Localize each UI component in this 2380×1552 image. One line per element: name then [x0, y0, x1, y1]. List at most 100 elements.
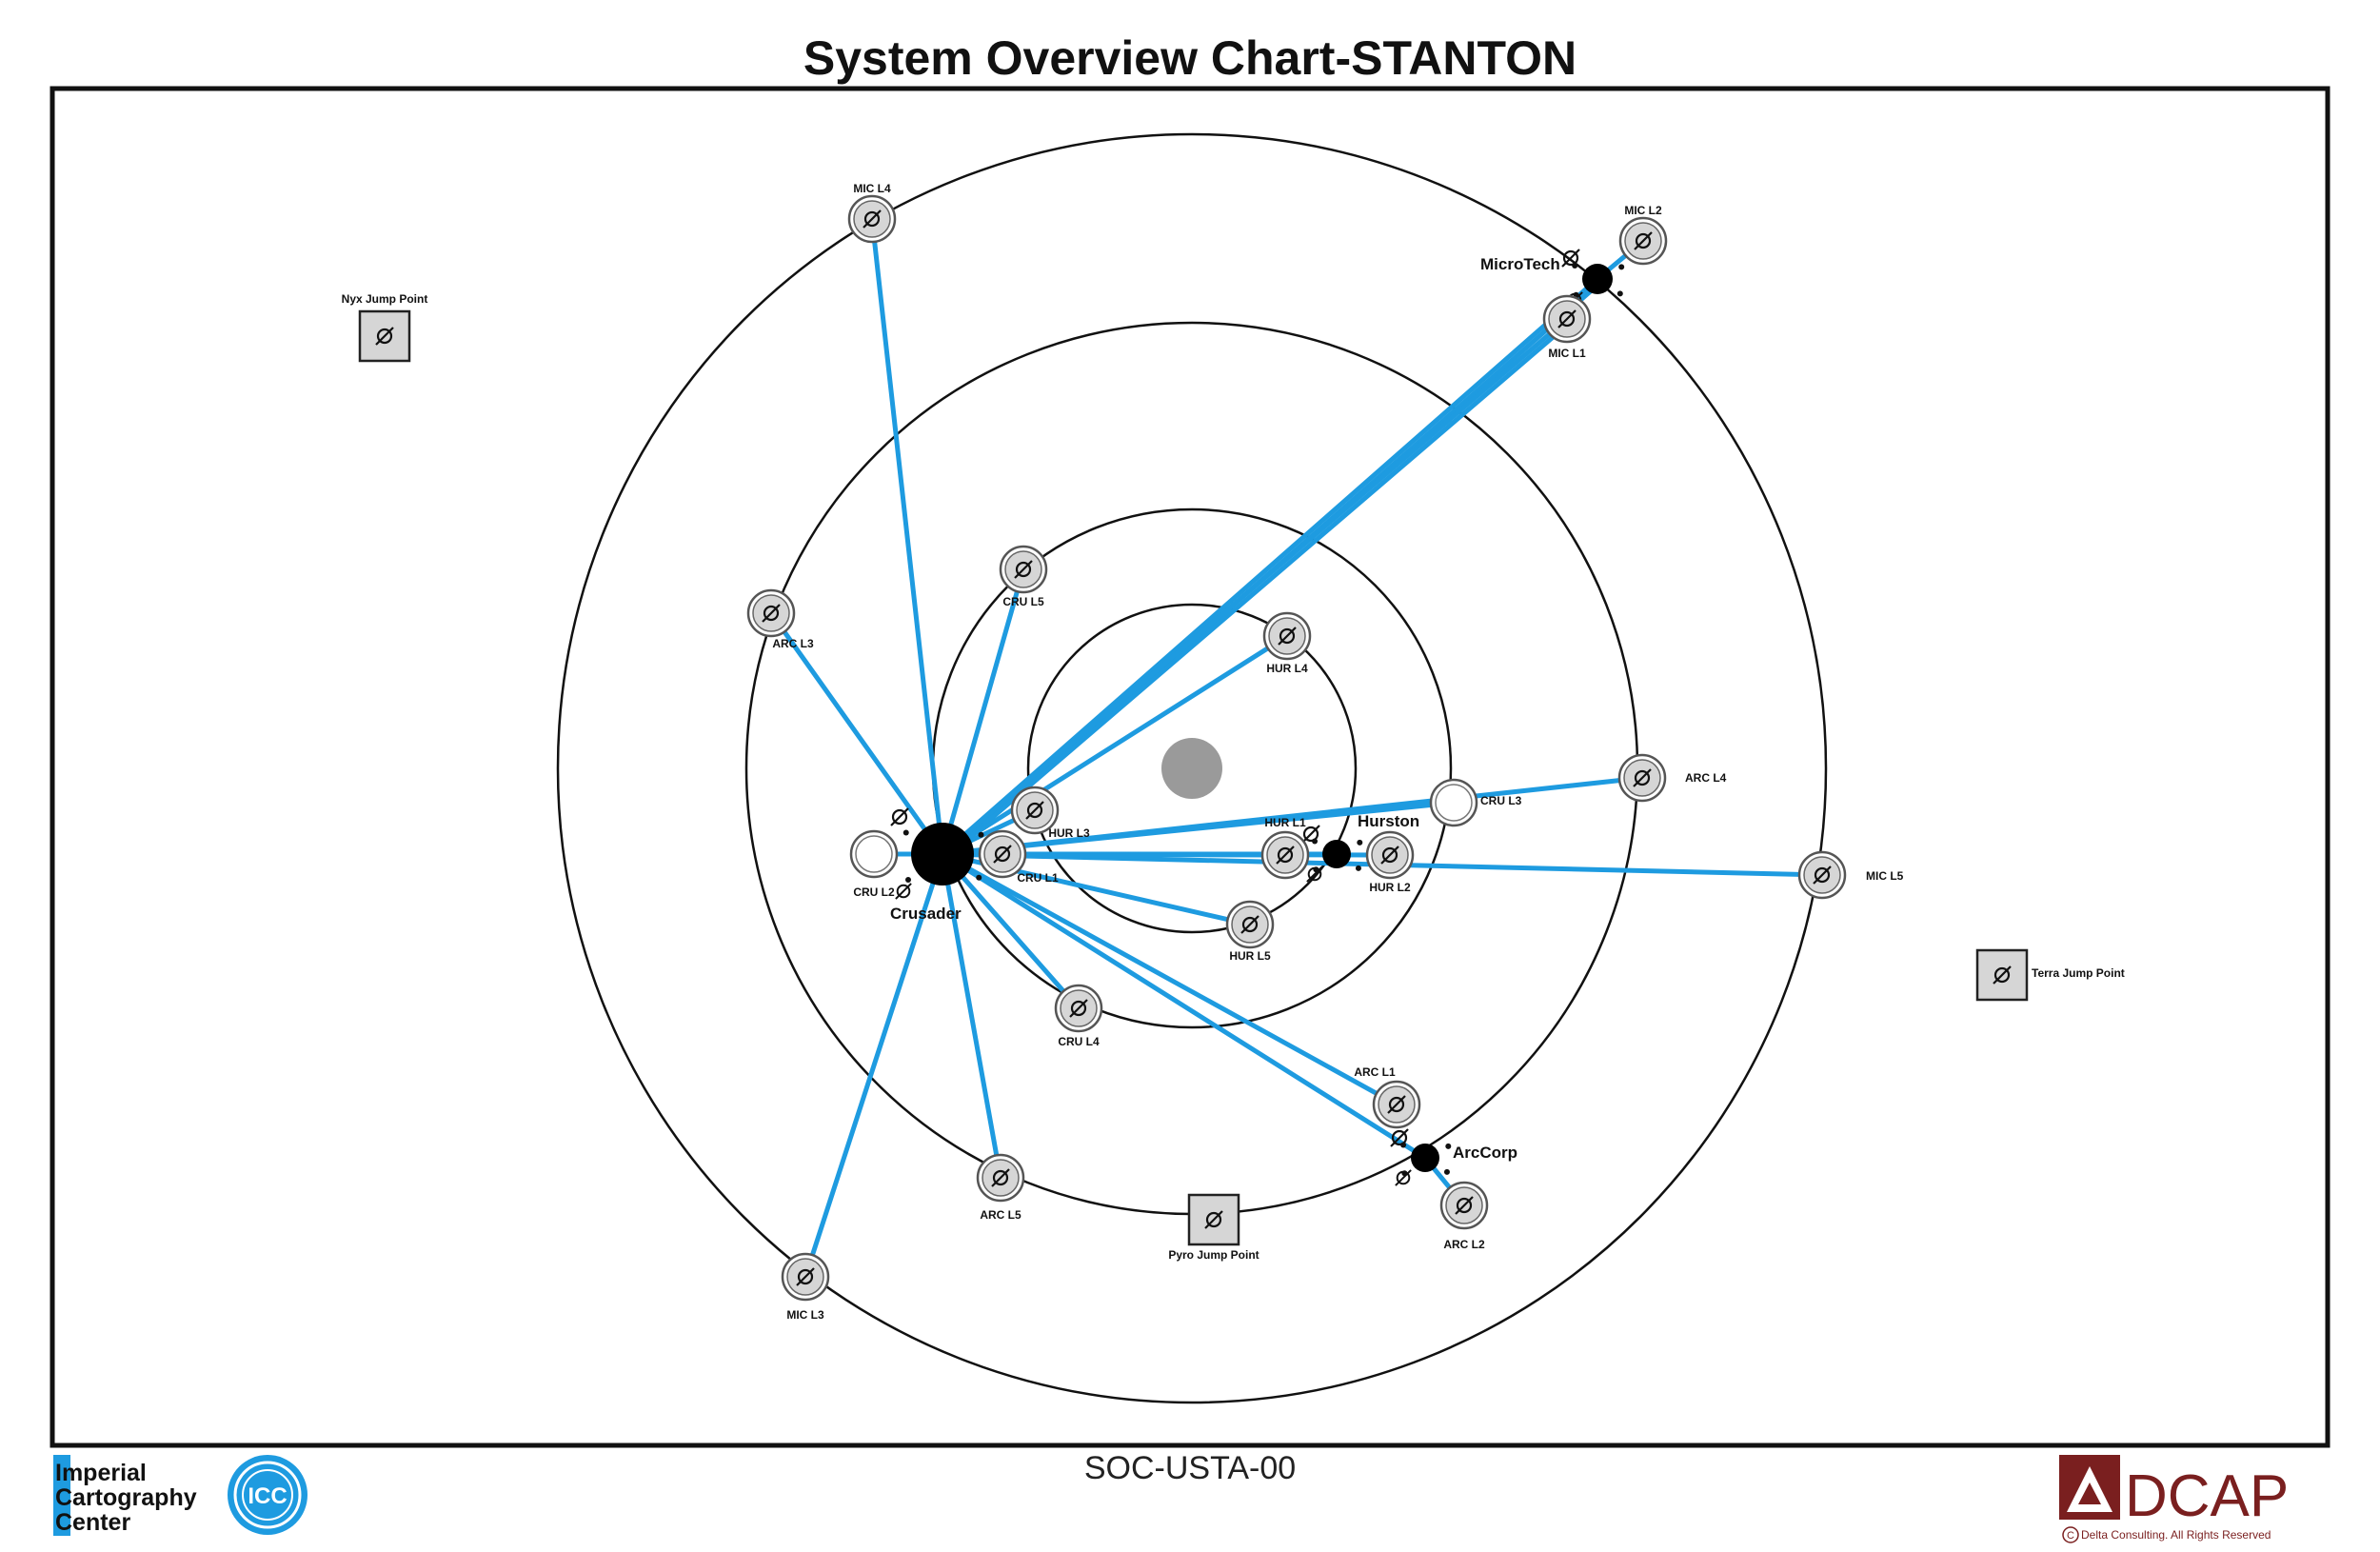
lagrange-label-hur-l3: HUR L3 [1048, 826, 1090, 840]
jump-label-terra: Terra Jump Point [2032, 966, 2125, 980]
lagrange-hur-l2[interactable]: HUR L2 [1365, 830, 1415, 894]
station-icon [1390, 1128, 1409, 1147]
jump-point-icon [375, 327, 394, 346]
station-icon [1306, 866, 1323, 883]
crusader-disc [911, 823, 974, 885]
quantum-beacon-icon [1387, 1095, 1406, 1114]
jump-label-pyro: Pyro Jump Point [1168, 1248, 1259, 1262]
arccorp-disc [1411, 1144, 1439, 1172]
route-crusader-arc-l3 [768, 610, 945, 857]
lagrange-label-cru-l1: CRU L1 [1017, 871, 1059, 885]
quantum-beacon-icon [1455, 1196, 1474, 1215]
lagrange-hur-l4[interactable]: HUR L4 [1262, 611, 1312, 675]
lagrange-arc-l1[interactable]: ARC L1 [1354, 1065, 1421, 1129]
icc-bar [53, 1455, 70, 1536]
dcap-logo: DCAP C Delta Consulting. All Rights Rese… [2059, 1455, 2289, 1543]
icc-line-3: Center [55, 1509, 130, 1536]
dcap-wordmark: DCAP [2125, 1463, 2289, 1529]
station-dot [1443, 1168, 1450, 1175]
route-crusader-arc-l5 [940, 851, 1003, 1181]
route-crusader-hur-l4 [940, 633, 1290, 857]
jump-point-pyro[interactable]: Pyro Jump Point [1168, 1193, 1259, 1262]
copyright-text: Delta Consulting. All Rights Reserved [2081, 1528, 2271, 1542]
lagrange-arc-l3[interactable]: ARC L3 [746, 588, 814, 650]
quantum-beacon-icon [796, 1267, 815, 1286]
hurston-disc [1322, 840, 1351, 868]
quantum-beacon-icon [993, 845, 1012, 864]
lagrange-label-hur-l4: HUR L4 [1266, 662, 1308, 675]
planets: Crusader Hurston ArcCorp MicroTech [890, 249, 1625, 1186]
planet-label-arccorp: ArcCorp [1453, 1144, 1517, 1162]
icc-line-2: Cartography [55, 1484, 197, 1511]
lagrange-mic-l1[interactable]: MIC L1 [1542, 294, 1592, 360]
station-icon [890, 807, 909, 826]
station-icon [1395, 1169, 1412, 1186]
lagrange-mic-l4[interactable]: MIC L4 [847, 182, 897, 244]
lagrange-hur-l5[interactable]: HUR L5 [1225, 900, 1275, 963]
station-dot [905, 877, 911, 883]
jump-label-nyx: Nyx Jump Point [342, 292, 428, 306]
lagrange-cru-l4[interactable]: CRU L4 [1054, 984, 1103, 1048]
quantum-beacon-icon [1634, 231, 1653, 250]
route-crusader-cru-l3 [940, 800, 1457, 857]
planet-crusader[interactable]: Crusader [890, 807, 984, 923]
route-lines [768, 216, 1825, 1280]
planet-label-hurston: Hurston [1358, 812, 1419, 830]
station-dot [976, 874, 982, 881]
lagrange-label-hur-l1: HUR L1 [1264, 816, 1306, 829]
lagrange-arc-l2[interactable]: ARC L2 [1439, 1181, 1489, 1251]
lagrange-label-mic-l3: MIC L3 [786, 1308, 824, 1322]
jump-point-icon [1204, 1210, 1223, 1229]
planet-label-crusader: Crusader [890, 905, 962, 923]
lagrange-mic-l2[interactable]: MIC L2 [1618, 204, 1668, 266]
icc-logo: Imperial Cartography Center ICC [53, 1455, 307, 1536]
lagrange-label-arc-l5: ARC L5 [980, 1208, 1021, 1222]
quantum-beacon-icon [762, 604, 781, 623]
jump-point-terra[interactable]: Terra Jump Point [1975, 948, 2125, 1002]
route-crusader-mic-l3 [803, 851, 945, 1280]
planet-microtech[interactable]: MicroTech [1480, 249, 1625, 308]
lagrange-cru-l3[interactable]: CRU L3 [1429, 778, 1522, 827]
lagrange-label-cru-l3: CRU L3 [1480, 794, 1522, 807]
lagrange-mic-l5[interactable]: MIC L5 [1797, 850, 1904, 900]
lagrange-label-cru-l4: CRU L4 [1058, 1035, 1100, 1048]
chart-title: System Overview Chart-STANTON [803, 31, 1577, 85]
jump-point-nyx[interactable]: Nyx Jump Point [342, 292, 428, 363]
route-crusader-cru-l5 [940, 567, 1026, 857]
lagrange-arc-l5[interactable]: ARC L5 [976, 1153, 1025, 1222]
route-crusader-mic-l4 [869, 216, 945, 857]
lagrange-cru-l5[interactable]: CRU L5 [999, 545, 1048, 608]
lagrange-label-cru-l2: CRU L2 [853, 885, 895, 899]
lagrange-label-arc-l2: ARC L2 [1443, 1238, 1485, 1251]
lagrange-mic-l3[interactable]: MIC L3 [781, 1252, 830, 1322]
lagrange-arc-l4[interactable]: ARC L4 [1617, 753, 1727, 803]
lagrange-label-mic-l2: MIC L2 [1624, 204, 1662, 217]
station-dot [1616, 290, 1623, 297]
lagrange-hur-l3[interactable]: HUR L3 [1010, 786, 1090, 840]
quantum-beacon-icon [1276, 846, 1295, 865]
lagrange-cru-l2[interactable]: CRU L2 [849, 829, 899, 899]
station-dot [1357, 839, 1363, 846]
quantum-beacon-icon [1025, 801, 1044, 820]
icc-seal-text: ICC [248, 1483, 287, 1509]
stanton-star [1161, 738, 1222, 799]
station-icon [895, 883, 912, 900]
planet-hurston[interactable]: Hurston [1301, 812, 1419, 883]
station-dot [902, 829, 909, 836]
planet-arccorp[interactable]: ArcCorp [1390, 1128, 1517, 1186]
station-dot [1618, 264, 1625, 270]
copyright-icon [2062, 1526, 2079, 1543]
lagrange-label-mic-l5: MIC L5 [1866, 869, 1904, 883]
lagrange-cru-l1[interactable]: CRU L1 [978, 829, 1059, 885]
microtech-disc [1582, 264, 1613, 294]
lagrange-points: MIC L4 MIC L2 MIC L1 MIC L5 MIC L3 ARC L3 ARC … [746, 182, 1904, 1322]
jump-point-icon [1993, 965, 2012, 985]
quantum-beacon-icon [1240, 915, 1259, 934]
station-dot [1445, 1143, 1452, 1149]
station-icon [1301, 825, 1320, 844]
lagrange-hur-l1[interactable]: HUR L1 [1260, 816, 1310, 880]
orbit-hurston [1026, 603, 1358, 934]
lagrange-label-mic-l1: MIC L1 [1548, 347, 1586, 360]
route-crusader-arccorp [940, 851, 1428, 1161]
quantum-beacon-icon [1278, 627, 1297, 646]
